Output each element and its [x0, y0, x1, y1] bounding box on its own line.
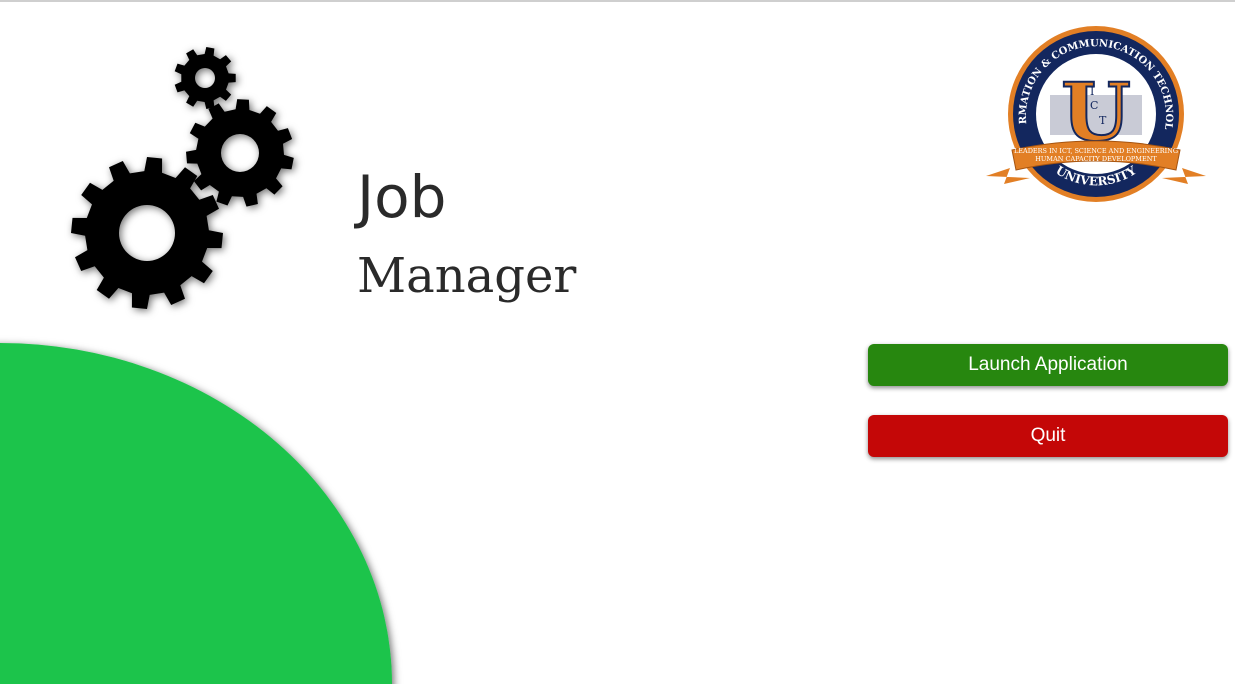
logo-ribbon-tails [986, 168, 1206, 184]
logo-buildings [1050, 95, 1142, 135]
university-logo: U I C T INFORMATION & COMMUNICATION TECH… [0, 0, 1206, 202]
logo-banner-text: HUMAN CAPACITY DEVELOPMENT [1035, 155, 1157, 163]
title-line: Manager [357, 248, 577, 304]
logo-ribbon [1011, 140, 1181, 171]
logo-initial: T [1099, 114, 1107, 127]
green-shape [0, 343, 392, 684]
launch-button[interactable]: Launch Application [868, 344, 1228, 386]
gear [174, 47, 236, 109]
gear [71, 157, 223, 309]
gear [186, 99, 294, 207]
logo-year: MMX [1088, 167, 1105, 174]
gears-icon [71, 47, 294, 309]
logo-initial: I [1090, 85, 1094, 98]
logo-initial: C [1090, 99, 1098, 112]
quit-button[interactable]: Quit [868, 415, 1228, 457]
logo-arc-top: INFORMATION & COMMUNICATION TECHNOLOGY [0, 0, 1174, 130]
logo-arc-top-text: INFORMATION & COMMUNICATION TECHNOLOGY [0, 0, 1174, 130]
title-line: Job [357, 163, 447, 231]
logo-banner-text: LEADERS IN ICT, SCIENCE AND ENGINEERING [1014, 147, 1178, 155]
